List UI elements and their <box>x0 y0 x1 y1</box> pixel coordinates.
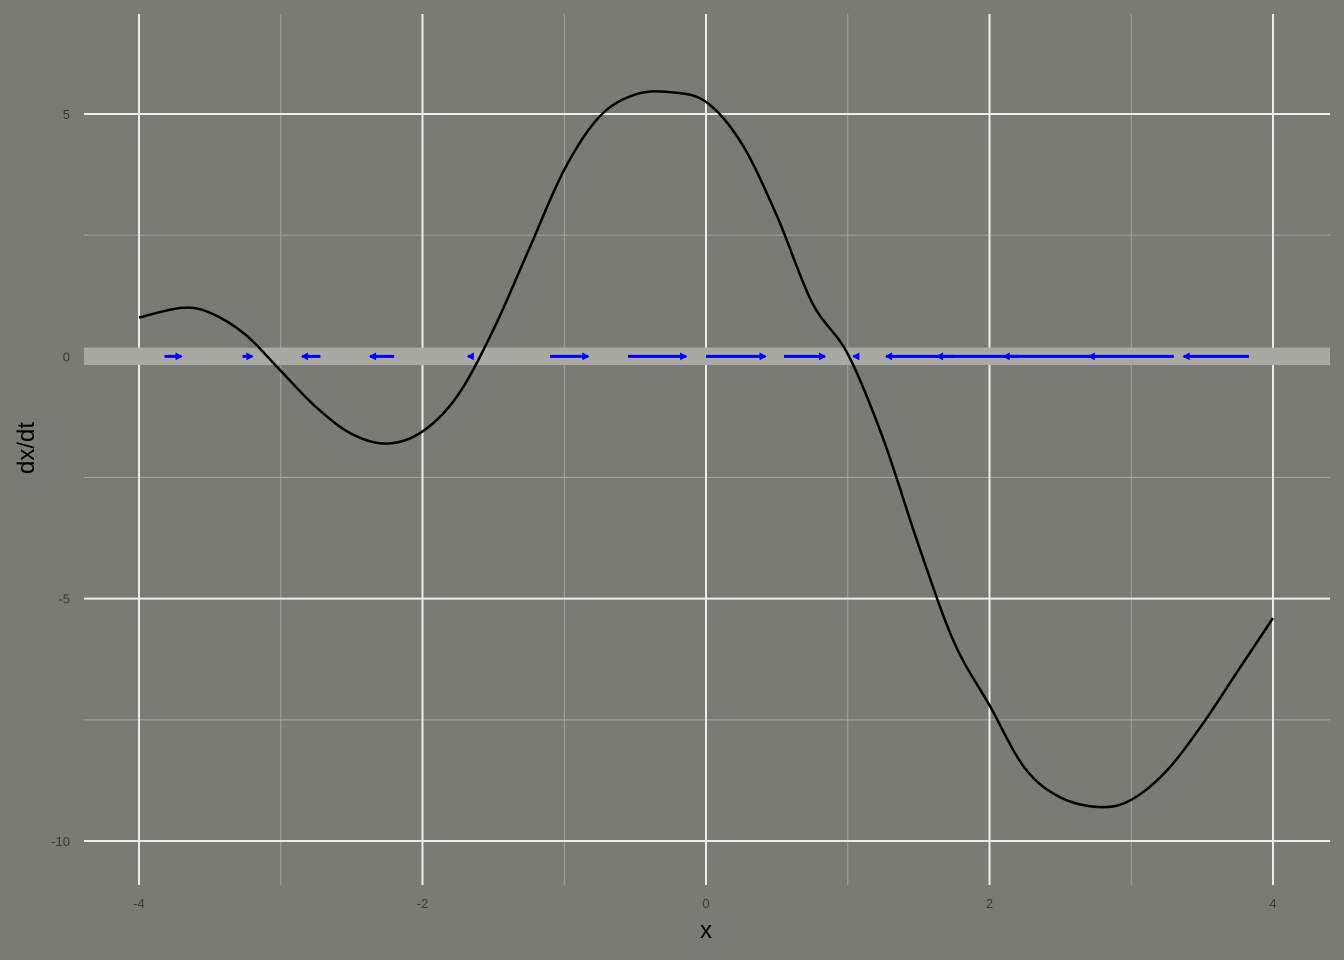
flow-arrow-head <box>759 352 767 361</box>
flow-arrow-head <box>582 352 590 361</box>
flow-arrow-head <box>301 352 309 361</box>
flow-arrow-head <box>680 352 688 361</box>
flow-arrow <box>550 352 590 361</box>
x-tick-label: -2 <box>417 896 429 911</box>
flow-arrow <box>466 352 474 361</box>
x-tick-labels: -4 -2 0 2 4 <box>133 896 1276 911</box>
flow-arrow <box>164 352 183 361</box>
series-line <box>138 90 1275 809</box>
series-layer <box>138 90 1275 809</box>
flow-arrow <box>852 352 860 361</box>
x-tick-label: 2 <box>986 896 993 911</box>
y-tick-label: -5 <box>58 592 70 607</box>
flow-arrow <box>1087 352 1174 361</box>
major-gridlines <box>84 14 1330 885</box>
flow-arrow-head <box>1087 352 1095 361</box>
flow-arrow-head <box>1002 352 1010 361</box>
flow-arrow-head <box>852 352 860 361</box>
y-tick-label: 5 <box>63 107 70 122</box>
x-axis-title: x <box>700 917 712 944</box>
flow-arrow <box>301 352 321 361</box>
y-tick-label: 0 <box>63 349 70 364</box>
x-tick-label: -4 <box>133 896 145 911</box>
flow-arrow <box>706 352 767 361</box>
flow-arrow <box>369 352 395 361</box>
flow-arrow-head <box>936 352 944 361</box>
flow-arrow <box>1182 352 1249 361</box>
y-tick-label: -10 <box>51 834 70 849</box>
flow-arrow-head <box>175 352 183 361</box>
y-axis-title: dx/dt <box>13 422 40 474</box>
flow-arrow-head <box>885 352 893 361</box>
flow-arrow <box>628 352 688 361</box>
x-tick-label: 0 <box>702 896 709 911</box>
flow-arrow-head <box>246 352 254 361</box>
x-tick-label: 4 <box>1269 896 1276 911</box>
flow-arrow-head <box>466 352 474 361</box>
flow-arrow-head <box>819 352 827 361</box>
flow-arrow-head <box>1182 352 1190 361</box>
flow-arrows <box>164 352 1249 361</box>
flow-arrow <box>242 352 254 361</box>
flow-arrow-head <box>369 352 377 361</box>
flow-arrow <box>783 352 827 361</box>
y-tick-labels: 5 0 -5 -10 <box>51 107 70 849</box>
flow-arrow <box>1002 352 1096 361</box>
